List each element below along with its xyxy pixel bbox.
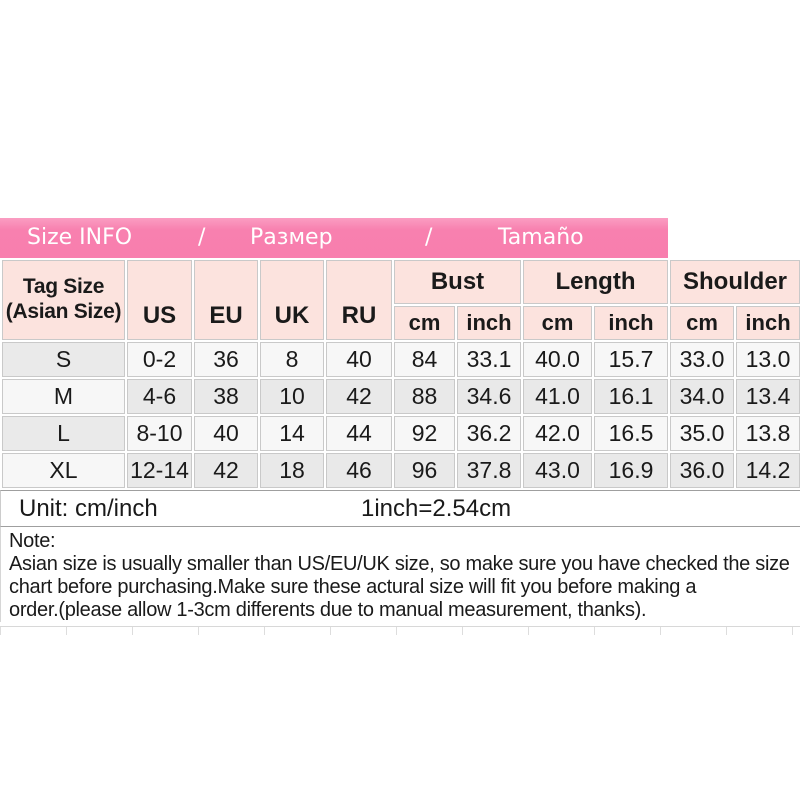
cell-us: 0-2 bbox=[127, 342, 192, 377]
header-length: Length bbox=[523, 260, 669, 304]
subheader-length-inch: inch bbox=[594, 306, 669, 340]
unit-conversion: 1inch=2.54cm bbox=[361, 494, 512, 522]
cell-ru: 40 bbox=[326, 342, 392, 377]
cell-shoulder-cm: 36.0 bbox=[670, 453, 735, 488]
subheader-bust-inch: inch bbox=[457, 306, 521, 340]
subheader-shoulder-cm: cm bbox=[670, 306, 735, 340]
note-line: chart before purchasing.Make sure these … bbox=[9, 576, 697, 598]
cell-uk: 18 bbox=[260, 453, 324, 488]
grid-ticks-decoration bbox=[0, 626, 800, 635]
cell-length-cm: 43.0 bbox=[523, 453, 592, 488]
cell-size: L bbox=[2, 416, 125, 451]
cell-shoulder-inch: 13.8 bbox=[736, 416, 800, 451]
header-tag-size-line2: (Asian Size) bbox=[5, 300, 122, 323]
header-tag-size-line1: Tag Size bbox=[22, 275, 105, 299]
size-chart-content: Size INFO / Размер / Tamaño Tag Size (As… bbox=[0, 218, 800, 635]
note-heading: Note: bbox=[9, 530, 56, 552]
cell-shoulder-cm: 34.0 bbox=[670, 379, 735, 414]
cell-shoulder-cm: 35.0 bbox=[670, 416, 735, 451]
cell-uk: 14 bbox=[260, 416, 324, 451]
cell-eu: 38 bbox=[194, 379, 258, 414]
header-row-measures: Tag Size (Asian Size) US EU UK RU Bust L… bbox=[2, 260, 800, 340]
cell-length-inch: 16.1 bbox=[594, 379, 669, 414]
subheader-length-cm: cm bbox=[523, 306, 592, 340]
cell-bust-cm: 96 bbox=[394, 453, 455, 488]
table-row-s: S 0-2 36 8 40 84 33.1 40.0 15.7 33.0 13.… bbox=[2, 342, 800, 377]
cell-us: 4-6 bbox=[127, 379, 192, 414]
banner-title-spanish: Tamaño bbox=[498, 225, 584, 250]
header-eu: EU bbox=[194, 260, 258, 340]
cell-shoulder-inch: 13.0 bbox=[736, 342, 800, 377]
cell-eu: 42 bbox=[194, 453, 258, 488]
header-uk: UK bbox=[260, 260, 324, 340]
note-block: Note: Asian size is usually smaller than… bbox=[0, 527, 800, 622]
cell-shoulder-cm: 33.0 bbox=[670, 342, 735, 377]
cell-length-inch: 16.9 bbox=[594, 453, 669, 488]
subheader-shoulder-inch: inch bbox=[736, 306, 800, 340]
cell-uk: 8 bbox=[260, 342, 324, 377]
table-row-l: L 8-10 40 14 44 92 36.2 42.0 16.5 35.0 1… bbox=[2, 416, 800, 451]
banner-title-english: Size INFO bbox=[27, 225, 133, 250]
cell-size: S bbox=[2, 342, 125, 377]
header-tag-size: Tag Size (Asian Size) bbox=[2, 260, 125, 340]
banner-title-russian: Размер bbox=[250, 225, 333, 250]
cell-bust-inch: 36.2 bbox=[457, 416, 521, 451]
table-row-m: M 4-6 38 10 42 88 34.6 41.0 16.1 34.0 13… bbox=[2, 379, 800, 414]
header-bust: Bust bbox=[394, 260, 521, 304]
cell-shoulder-inch: 14.2 bbox=[736, 453, 800, 488]
note-line: Asian size is usually smaller than US/EU… bbox=[9, 553, 790, 575]
cell-uk: 10 bbox=[260, 379, 324, 414]
cell-ru: 46 bbox=[326, 453, 392, 488]
cell-length-inch: 15.7 bbox=[594, 342, 669, 377]
note-line: order.(please allow 1-3cm differents due… bbox=[9, 599, 647, 621]
cell-bust-cm: 84 bbox=[394, 342, 455, 377]
cell-bust-cm: 92 bbox=[394, 416, 455, 451]
banner-separator: / bbox=[425, 225, 433, 250]
cell-ru: 42 bbox=[326, 379, 392, 414]
cell-ru: 44 bbox=[326, 416, 392, 451]
header-shoulder: Shoulder bbox=[670, 260, 800, 304]
cell-bust-inch: 33.1 bbox=[457, 342, 521, 377]
cell-us: 12-14 bbox=[127, 453, 192, 488]
cell-bust-inch: 34.6 bbox=[457, 379, 521, 414]
cell-length-cm: 41.0 bbox=[523, 379, 592, 414]
cell-size: M bbox=[2, 379, 125, 414]
cell-eu: 40 bbox=[194, 416, 258, 451]
size-table: Tag Size (Asian Size) US EU UK RU Bust L… bbox=[0, 258, 800, 490]
cell-length-cm: 40.0 bbox=[523, 342, 592, 377]
banner: Size INFO / Размер / Tamaño bbox=[0, 218, 668, 258]
table-row-xl: XL 12-14 42 18 46 96 37.8 43.0 16.9 36.0… bbox=[2, 453, 800, 488]
unit-row: Unit: cm/inch 1inch=2.54cm bbox=[0, 490, 800, 527]
banner-separator: / bbox=[198, 225, 206, 250]
cell-length-cm: 42.0 bbox=[523, 416, 592, 451]
unit-label: Unit: cm/inch bbox=[19, 494, 158, 522]
subheader-bust-cm: cm bbox=[394, 306, 455, 340]
cell-eu: 36 bbox=[194, 342, 258, 377]
cell-bust-inch: 37.8 bbox=[457, 453, 521, 488]
cell-bust-cm: 88 bbox=[394, 379, 455, 414]
header-ru: RU bbox=[326, 260, 392, 340]
header-row-units: cm inch cm inch cm inch bbox=[2, 306, 800, 340]
cell-size: XL bbox=[2, 453, 125, 488]
cell-shoulder-inch: 13.4 bbox=[736, 379, 800, 414]
cell-length-inch: 16.5 bbox=[594, 416, 669, 451]
cell-us: 8-10 bbox=[127, 416, 192, 451]
header-us: US bbox=[127, 260, 192, 340]
